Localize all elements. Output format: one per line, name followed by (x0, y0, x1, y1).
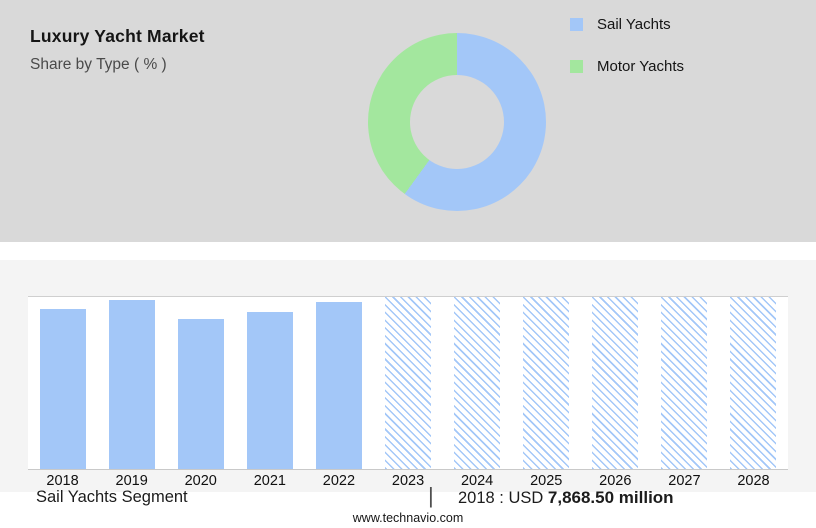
footer: Sail Yachts Segment | 2018 : USD 7,868.5… (0, 483, 816, 513)
legend-label-sail-yachts: Sail Yachts (597, 16, 671, 33)
bar-chart-plot (28, 296, 788, 470)
bar-2019 (108, 300, 155, 469)
legend-swatch-sail-yachts (570, 18, 583, 31)
x-axis-label-2021: 2021 (253, 473, 286, 489)
bar-2027 (661, 297, 708, 469)
x-axis-label-2028: 2028 (737, 473, 770, 489)
stat-prefix: 2018 : USD (458, 489, 544, 507)
legend-item-motor-yachts: Motor Yachts (570, 58, 684, 75)
x-axis-label-2022: 2022 (322, 473, 356, 489)
legend-swatch-motor-yachts (570, 60, 583, 73)
x-axis-labels: 2018 2019 2020 2021 2022 2023 2024 2025 2026 2027… (28, 473, 788, 489)
bar-2022 (315, 302, 362, 469)
x-axis-label-2023: 2023 (391, 473, 425, 489)
legend-label-motor-yachts: Motor Yachts (597, 58, 684, 75)
bar-slot-2028 (719, 297, 788, 469)
header-panel: Luxury Yacht Market Share by Type ( % ) … (0, 0, 816, 242)
bar-slot-2022 (304, 297, 373, 469)
x-axis-label-2026: 2026 (599, 473, 632, 489)
legend: Sail Yachts Motor Yachts (570, 16, 684, 75)
bar-slot-2026 (581, 297, 650, 469)
page-subtitle: Share by Type ( % ) (30, 56, 167, 73)
donut-hole (410, 75, 504, 169)
bar-2020 (177, 319, 224, 469)
bar-slot-2027 (650, 297, 719, 469)
bar-2024 (454, 297, 501, 469)
bar-slot-2025 (512, 297, 581, 469)
footer-separator: | (428, 483, 434, 508)
bar-2023 (385, 297, 432, 469)
legend-item-sail-yachts: Sail Yachts (570, 16, 684, 33)
x-axis-label-2020: 2020 (184, 473, 217, 489)
bar-slot-2020 (166, 297, 235, 469)
segment-label: Sail Yachts Segment (36, 488, 188, 506)
bar-slot-2024 (443, 297, 512, 469)
page-title: Luxury Yacht Market (30, 26, 205, 46)
x-axis-label-2024: 2024 (460, 473, 494, 489)
title-block: Luxury Yacht Market Share by Type ( % ) (30, 26, 205, 74)
bar-2026 (592, 297, 639, 469)
stat-2018: 2018 : USD 7,868.50 million (458, 488, 674, 508)
bar-2018 (39, 309, 86, 469)
bar-slot-2018 (28, 297, 97, 469)
bar-slot-2023 (373, 297, 442, 469)
x-axis-label-2019: 2019 (115, 473, 148, 489)
bar-2028 (730, 297, 777, 469)
bar-slot-2021 (235, 297, 304, 469)
stat-value: 7,868.50 million (547, 488, 674, 507)
website-text: www.technavio.com (352, 511, 464, 525)
x-axis-label-2018: 2018 (46, 473, 79, 489)
bar-slot-2019 (97, 297, 166, 469)
bar-2021 (246, 312, 293, 469)
bar-2025 (523, 297, 570, 469)
donut-chart (368, 33, 546, 211)
x-axis-label-2025: 2025 (530, 473, 563, 489)
x-axis-label-2027: 2027 (668, 473, 701, 489)
